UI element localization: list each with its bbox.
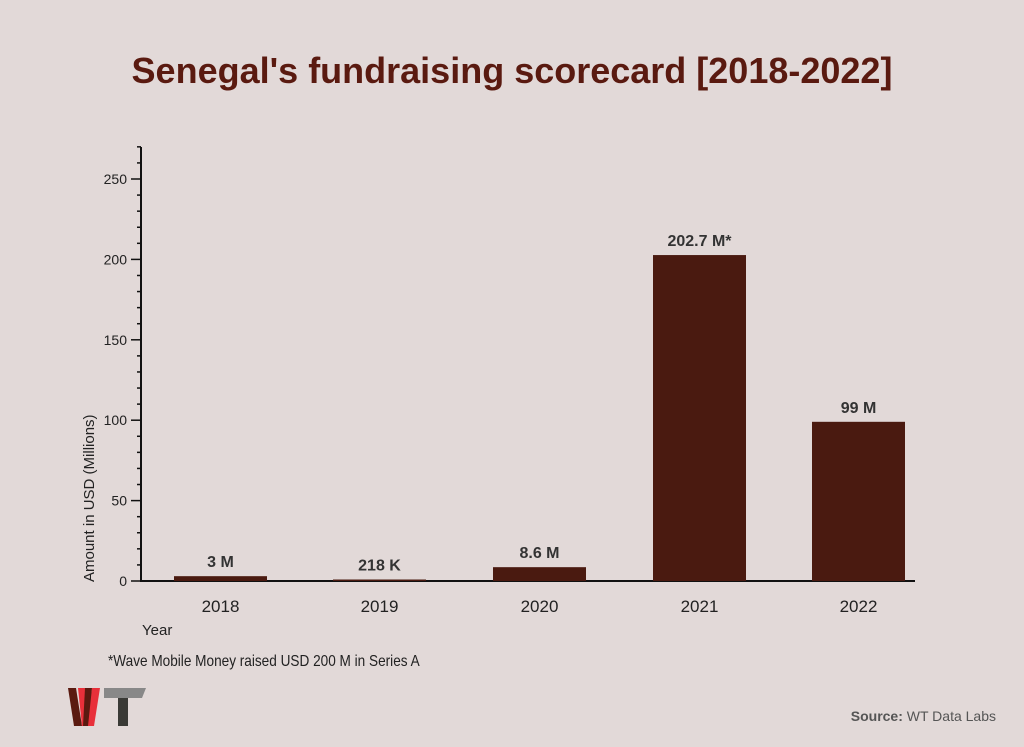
source-credit: Source: WT Data Labs xyxy=(851,708,996,724)
x-tick-label: 2019 xyxy=(361,597,399,616)
bar-2019 xyxy=(333,579,426,581)
y-tick-label: 150 xyxy=(104,332,128,348)
bar-2022 xyxy=(812,421,905,581)
y-tick-label: 50 xyxy=(111,493,127,509)
y-axis-label: Amount in USD (Millions) xyxy=(81,414,98,582)
x-axis-label: Year xyxy=(142,622,172,639)
x-tick-label: 2020 xyxy=(521,597,559,616)
source-label: Source: xyxy=(850,708,903,724)
x-tick-label: 2018 xyxy=(202,597,240,616)
bar-2020 xyxy=(493,567,586,581)
y-tick-label: 200 xyxy=(104,251,128,267)
data-label: 99 M xyxy=(841,400,877,417)
chart-title: Senegal's fundraising scorecard [2018-20… xyxy=(131,50,893,91)
y-tick-label: 250 xyxy=(104,171,128,187)
bar-2018 xyxy=(174,576,267,581)
x-tick-label: 2022 xyxy=(840,597,878,616)
data-label: 202.7 M* xyxy=(667,233,732,250)
y-tick-label: 100 xyxy=(104,412,128,428)
source-value: WT Data Labs xyxy=(906,708,996,724)
data-label: 8.6 M xyxy=(519,545,559,562)
wt-logo xyxy=(68,688,146,726)
y-tick-label: 0 xyxy=(119,573,127,589)
bar-2021 xyxy=(653,255,746,581)
data-label: 3 M xyxy=(207,554,234,571)
footnote: *Wave Mobile Money raised USD 200 M in S… xyxy=(108,653,420,670)
data-label: 218 K xyxy=(358,558,401,575)
x-tick-label: 2021 xyxy=(681,597,719,616)
